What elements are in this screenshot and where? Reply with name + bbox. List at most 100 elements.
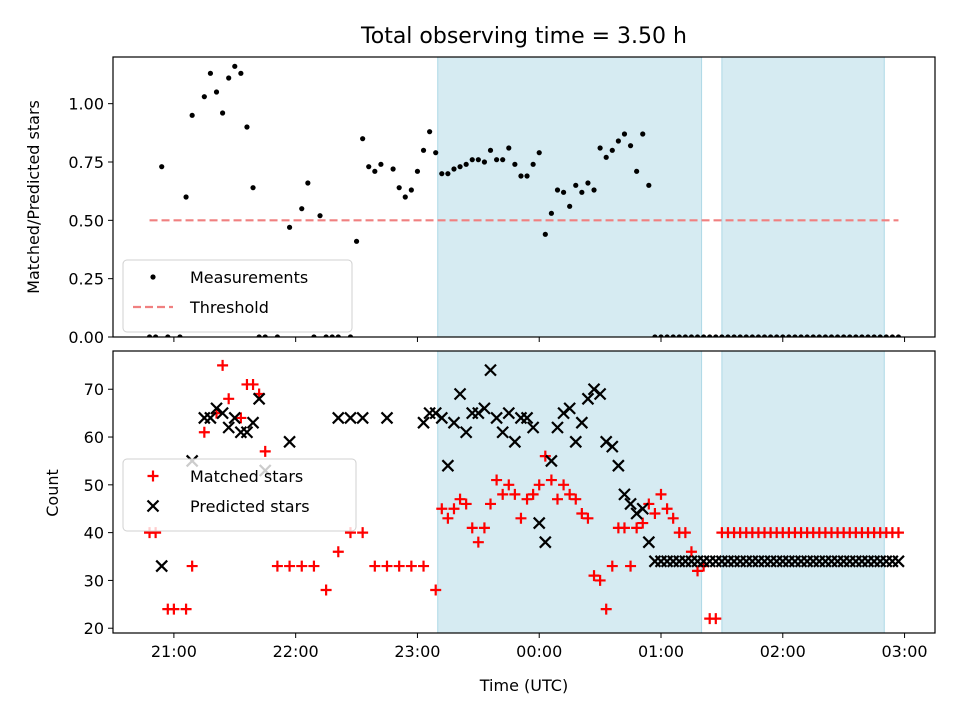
measurement-point	[755, 334, 762, 337]
measurement-point	[548, 210, 555, 216]
measurement-point	[615, 138, 621, 144]
matched-star-point	[497, 488, 509, 500]
measurement-point	[201, 94, 207, 100]
predicted-star-point	[490, 411, 503, 425]
measurement-point	[250, 185, 256, 191]
matched-star-point	[558, 479, 570, 491]
predicted-star-point	[344, 411, 357, 425]
measurement-point	[713, 334, 719, 337]
matched-star-point	[533, 479, 545, 491]
measurement-point	[159, 164, 165, 170]
measurement-point	[220, 110, 226, 116]
legend-label: Predicted stars	[190, 497, 310, 516]
predicted-star-point	[252, 392, 266, 406]
legend-swatch	[147, 470, 159, 482]
measurement-point	[743, 334, 749, 337]
measurement-point	[737, 334, 743, 337]
measurement-point	[761, 334, 768, 337]
matched-star-point	[393, 560, 405, 572]
measurement-point	[676, 334, 682, 337]
matched-star-point	[509, 488, 521, 500]
measurement-point	[366, 164, 372, 170]
measurement-point	[707, 334, 713, 337]
legend-box	[122, 458, 357, 532]
matched-star-point	[332, 546, 344, 558]
measurement-point	[731, 334, 737, 337]
measurement-point	[652, 334, 658, 337]
predicted-star-point	[380, 411, 394, 425]
measurement-point	[457, 164, 463, 170]
measurement-point	[500, 157, 506, 163]
measurement-point	[317, 213, 323, 219]
y-tick-label: 60	[84, 428, 104, 447]
measurement-point	[146, 334, 153, 337]
legend-label: Matched stars	[190, 467, 303, 486]
predicted-star-point	[204, 411, 217, 425]
matched-star-point	[405, 560, 417, 572]
observing-interval-1	[437, 56, 703, 338]
measurement-point	[682, 334, 688, 337]
legend-label: Measurements	[190, 268, 308, 287]
measurement-point	[360, 136, 366, 142]
matched-star-point	[545, 474, 557, 486]
matched-star-point	[436, 503, 448, 515]
measurement-point	[481, 159, 488, 165]
measurement-point	[847, 334, 853, 337]
measurement-point	[335, 334, 341, 337]
matched-star-point	[186, 560, 198, 572]
matched-star-point	[710, 613, 722, 625]
measurement-point	[889, 334, 895, 337]
measurement-point	[286, 224, 293, 230]
measurement-point	[329, 334, 335, 337]
measurement-point	[780, 334, 786, 337]
y-tick-label: 0.75	[68, 153, 104, 172]
measurement-point	[658, 334, 664, 337]
measurement-point	[640, 131, 646, 137]
predicted-star-point	[502, 406, 516, 420]
legend-box	[122, 259, 353, 333]
bottom-panel: 20 30 40 50 60 70 21:00 22:00 23:00 00:00 01:00 02:…	[84, 350, 936, 661]
predicted-star-point	[703, 555, 716, 568]
measurement-point	[573, 182, 579, 188]
measurement-point	[427, 129, 433, 135]
axes-frame	[112, 350, 936, 634]
measurement-point	[518, 173, 524, 179]
matched-star-point	[637, 517, 649, 529]
predicted-star-point	[575, 416, 589, 429]
matched-star-point	[235, 412, 247, 424]
predicted-star-point	[539, 535, 552, 549]
predicted-star-point	[198, 411, 211, 425]
predicted-star-point	[886, 555, 899, 568]
measurement-point	[451, 166, 457, 172]
matched-star-point	[448, 503, 460, 515]
predicted-star-point	[435, 411, 449, 425]
y-tick-label: 20	[84, 619, 104, 638]
measurement-point	[853, 334, 859, 337]
measurement-point	[542, 231, 548, 237]
measurement-point	[402, 194, 408, 200]
matched-star-point	[369, 560, 381, 572]
matched-star-point	[685, 546, 697, 558]
measurement-point	[603, 154, 609, 160]
x-tick-label: 22:00	[273, 642, 319, 661]
measurement-point	[627, 143, 634, 149]
measurement-point	[390, 166, 396, 172]
predicted-star-point	[423, 406, 436, 420]
predicted-star-point	[228, 411, 242, 425]
measurement-point	[560, 189, 567, 195]
measurement-point	[774, 334, 780, 337]
measurement-point	[554, 187, 561, 193]
predicted-star-point	[612, 459, 625, 472]
measurement-point	[207, 70, 214, 76]
predicted-star-point	[624, 497, 637, 511]
measurement-point	[536, 150, 542, 156]
measurement-point	[469, 157, 475, 163]
x-tick-label: 21:00	[151, 642, 197, 661]
measurement-point	[512, 161, 518, 167]
measurement-point	[664, 334, 670, 337]
predicted-star-point	[532, 516, 546, 530]
measurement-point	[786, 334, 792, 337]
matched-star-point	[600, 603, 612, 615]
matched-star-point	[491, 474, 503, 486]
measurement-point	[749, 334, 755, 337]
